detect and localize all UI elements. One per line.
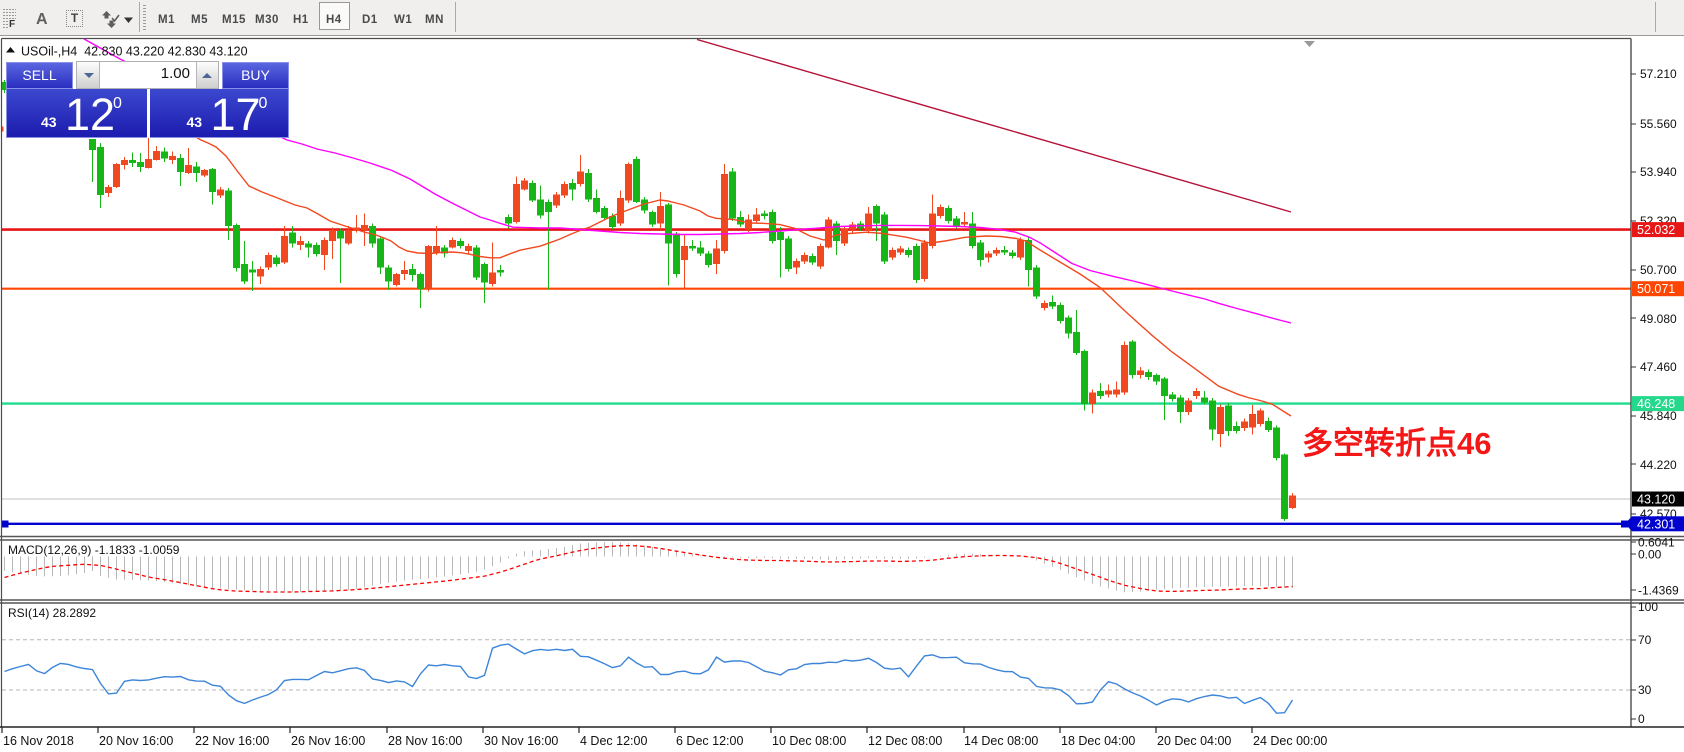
svg-text:28 Nov 16:00: 28 Nov 16:00 xyxy=(388,734,462,748)
svg-text:24 Dec 00:00: 24 Dec 00:00 xyxy=(1253,734,1327,748)
svg-text:45.840: 45.840 xyxy=(1640,409,1677,423)
svg-text:42.301: 42.301 xyxy=(1637,517,1675,531)
svg-text:52.032: 52.032 xyxy=(1637,223,1675,237)
svg-text:0: 0 xyxy=(1638,712,1645,726)
svg-text:MACD(12,26,9) -1.1833 -1.0059: MACD(12,26,9) -1.1833 -1.0059 xyxy=(8,543,180,557)
svg-text:-1.4369: -1.4369 xyxy=(1638,584,1679,598)
svg-text:26 Nov 16:00: 26 Nov 16:00 xyxy=(291,734,365,748)
svg-text:46.248: 46.248 xyxy=(1637,397,1675,411)
svg-text:100: 100 xyxy=(1638,600,1658,614)
svg-text:10 Dec 08:00: 10 Dec 08:00 xyxy=(772,734,846,748)
svg-text:20 Nov 16:00: 20 Nov 16:00 xyxy=(99,734,173,748)
svg-text:30 Nov 16:00: 30 Nov 16:00 xyxy=(484,734,558,748)
svg-text:50.700: 50.700 xyxy=(1640,263,1677,277)
svg-text:70: 70 xyxy=(1638,633,1652,647)
svg-text:22 Nov 16:00: 22 Nov 16:00 xyxy=(195,734,269,748)
svg-text:0.6041: 0.6041 xyxy=(1638,536,1675,550)
svg-text:18 Dec 04:00: 18 Dec 04:00 xyxy=(1061,734,1135,748)
svg-text:6 Dec 12:00: 6 Dec 12:00 xyxy=(676,734,743,748)
svg-text:20 Dec 04:00: 20 Dec 04:00 xyxy=(1157,734,1231,748)
svg-text:0.00: 0.00 xyxy=(1638,548,1662,562)
svg-text:47.460: 47.460 xyxy=(1640,360,1677,374)
svg-text:多空转折点46: 多空转折点46 xyxy=(1302,426,1491,461)
svg-text:55.560: 55.560 xyxy=(1640,117,1677,131)
svg-text:14 Dec 08:00: 14 Dec 08:00 xyxy=(964,734,1038,748)
svg-text:43.120: 43.120 xyxy=(1637,493,1675,507)
svg-text:30: 30 xyxy=(1638,683,1652,697)
svg-text:RSI(14) 28.2892: RSI(14) 28.2892 xyxy=(8,606,96,620)
svg-text:16 Nov 2018: 16 Nov 2018 xyxy=(3,734,74,748)
svg-text:49.080: 49.080 xyxy=(1640,312,1677,326)
svg-text:57.210: 57.210 xyxy=(1640,67,1677,81)
svg-text:USOil-,H4 42.830 43.220 42.83: USOil-,H4 42.830 43.220 42.830 43.120 xyxy=(21,45,248,59)
svg-text:12 Dec 08:00: 12 Dec 08:00 xyxy=(868,734,942,748)
svg-text:53.940: 53.940 xyxy=(1640,165,1677,179)
svg-text:50.071: 50.071 xyxy=(1637,282,1675,296)
svg-text:4 Dec 12:00: 4 Dec 12:00 xyxy=(580,734,647,748)
svg-text:44.220: 44.220 xyxy=(1640,458,1677,472)
